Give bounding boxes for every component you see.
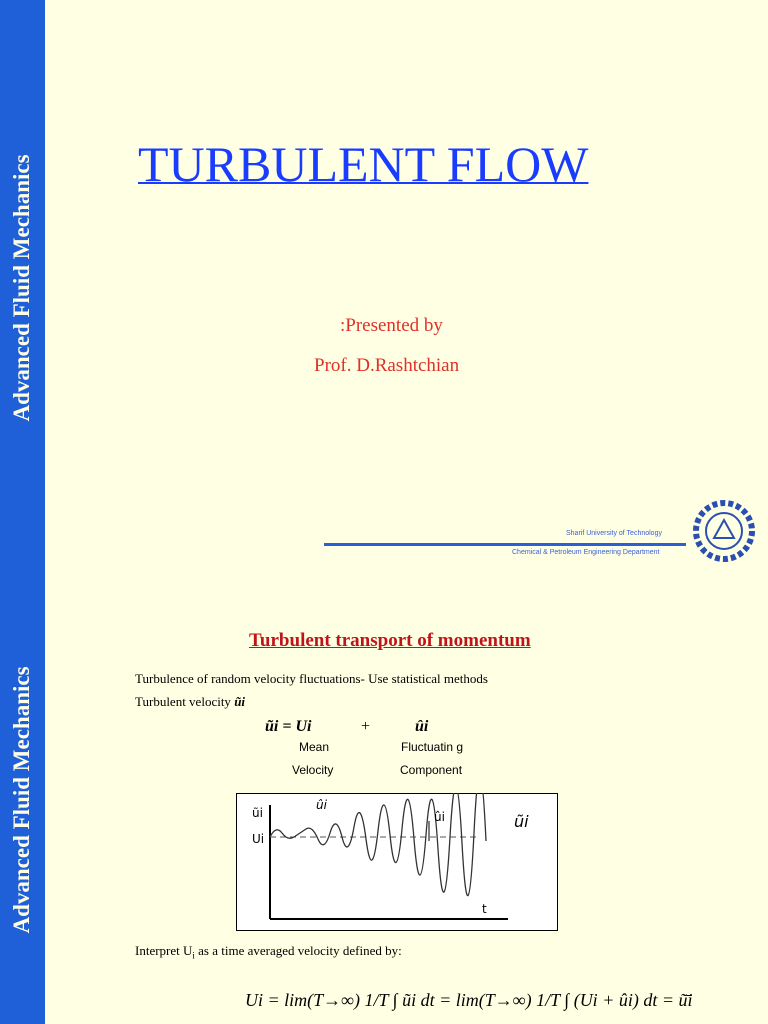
presenter: Prof. D.Rashtchian [314,355,460,376]
text: as a time averaged velocity defined by: [194,943,402,958]
university: Sharif University of Technology [566,530,662,537]
equation-lhs: ũi = Ui [265,718,312,735]
text-line: Turbulence of random velocity fluctuatio… [135,671,488,686]
graph-label: ũi [514,812,529,831]
text: Turbulent velocity [135,694,231,709]
subscript: i [192,950,195,961]
symbol: ũi [234,694,246,709]
sidebar-text: Advanced Fluid Mechanics [9,154,34,422]
department: Chemical & Petroleum Engineering Departm… [512,549,660,556]
slide: Advanced Fluid Mechanics Turbulent trans… [0,576,768,1024]
sidebar: Advanced Fluid Mechanics [0,0,45,576]
equation-rhs: ûi [415,718,429,735]
divider [324,543,686,546]
heading: Turbulent transport of momentum [249,630,531,651]
text: Interpret U [135,943,193,958]
text-line: Interpret Ui as a time averaged velocity… [135,943,402,961]
logo [693,500,755,562]
graph: ũi ûi ûi ũi Ui t [236,793,558,931]
formula: Ui = lim(T→∞) 1/T ∫ ũi dt = lim(T→∞) 1/T… [245,990,693,1010]
graph-label: ũi [252,806,263,820]
sidebar: Advanced Fluid Mechanics [0,576,45,1024]
label: Velocity [292,763,334,777]
label: Fluctuatin g [401,740,464,754]
title: TURBULENT FLOW [138,136,589,192]
graph-label: ûi [316,798,328,812]
text-line: Turbulent velocity ũi [135,694,245,710]
graph-label: t [482,902,487,916]
equation-plus: + [361,718,371,735]
label: Component [400,763,463,777]
graph-label: ûi [434,810,445,824]
slide: Advanced Fluid Mechanics TURBULENT FLOW … [0,0,755,576]
label: Mean [299,740,330,754]
sidebar-text: Advanced Fluid Mechanics [9,666,34,934]
graph-label: Ui [252,832,264,846]
presented-by: :Presented by [340,315,443,336]
